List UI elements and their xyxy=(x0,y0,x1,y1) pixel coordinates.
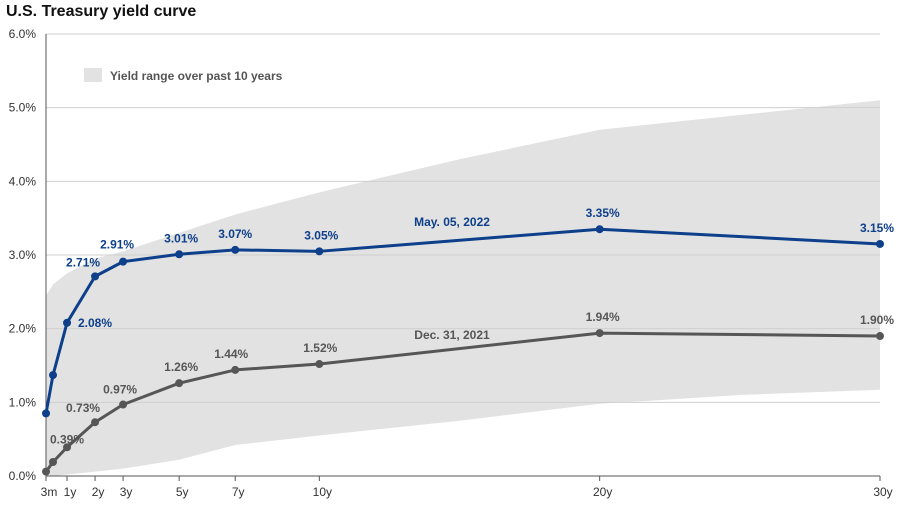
series-name-label: Dec. 31, 2021 xyxy=(414,328,490,342)
y-tick-label: 2.0% xyxy=(9,322,37,336)
data-point xyxy=(49,371,58,380)
data-point xyxy=(49,458,58,467)
x-tick-label: 10y xyxy=(313,485,332,499)
series-line xyxy=(44,227,881,414)
x-tick-label: 3m xyxy=(41,485,58,499)
data-label: 2.91% xyxy=(100,238,134,252)
legend-swatch xyxy=(84,68,102,82)
x-tick-label: 7y xyxy=(232,485,245,499)
y-tick-label: 1.0% xyxy=(9,395,37,409)
data-point xyxy=(175,379,184,388)
data-label: 3.05% xyxy=(304,228,338,242)
data-point xyxy=(91,418,100,427)
data-point xyxy=(91,272,100,281)
data-label: 3.07% xyxy=(218,227,252,241)
data-label: 1.44% xyxy=(214,347,248,361)
legend-label: Yield range over past 10 years xyxy=(110,69,283,83)
x-tick-label: 2y xyxy=(92,485,105,499)
data-point xyxy=(42,467,50,476)
data-point xyxy=(63,443,72,452)
data-point xyxy=(315,360,324,369)
data-label: 0.73% xyxy=(66,401,100,415)
data-point xyxy=(876,332,884,341)
x-tick-label: 20y xyxy=(593,485,612,499)
data-label: 2.08% xyxy=(78,316,112,330)
y-tick-label: 4.0% xyxy=(9,174,37,188)
y-tick-label: 3.0% xyxy=(9,248,37,262)
data-label: 3.35% xyxy=(586,206,620,220)
data-point xyxy=(595,329,604,338)
data-point xyxy=(42,409,50,418)
y-tick-label: 5.0% xyxy=(9,101,37,115)
yield-range-band xyxy=(46,100,880,477)
data-point xyxy=(231,245,240,254)
data-label: 0.97% xyxy=(103,383,137,397)
data-label: 3.15% xyxy=(860,221,894,235)
data-point xyxy=(119,257,128,266)
data-label: 1.94% xyxy=(586,310,620,324)
x-tick-label: 3y xyxy=(120,485,133,499)
data-label: 1.52% xyxy=(303,341,337,355)
chart-title: U.S. Treasury yield curve xyxy=(6,3,197,20)
y-tick-label: 6.0% xyxy=(9,27,37,41)
data-label: 1.90% xyxy=(860,313,894,327)
series-line xyxy=(44,331,881,473)
x-tick-label: 30y xyxy=(873,485,892,499)
x-tick-label: 5y xyxy=(176,485,189,499)
x-tick-label: 1y xyxy=(64,485,77,499)
data-point xyxy=(119,400,128,409)
data-label: 0.39% xyxy=(50,432,84,446)
data-label: 2.71% xyxy=(66,255,100,269)
data-label: 1.26% xyxy=(164,360,198,374)
data-point xyxy=(63,318,72,327)
data-point xyxy=(315,247,324,256)
y-tick-label: 0.0% xyxy=(9,469,37,483)
data-point xyxy=(876,239,884,248)
data-point xyxy=(231,365,240,374)
series-name-label: May. 05, 2022 xyxy=(414,215,490,229)
data-label: 3.01% xyxy=(164,231,198,245)
data-point xyxy=(175,250,184,259)
data-point xyxy=(595,225,604,234)
